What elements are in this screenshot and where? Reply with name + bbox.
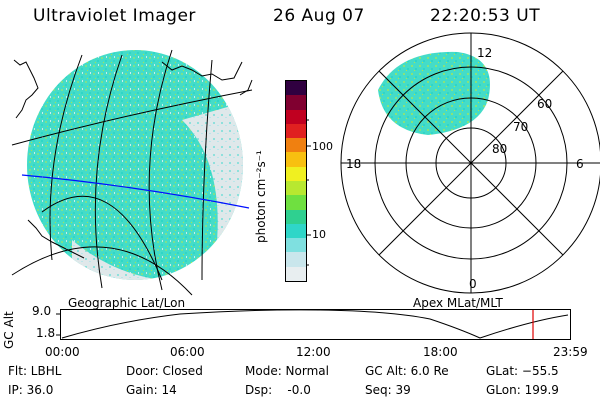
time-tick-1200: 12:00 <box>296 345 331 359</box>
colorbar-segment <box>286 238 306 253</box>
colorbar-segment <box>286 109 306 124</box>
mlat-label-80: 80 <box>492 142 508 156</box>
mlt-label-18: 18 <box>346 157 362 171</box>
gain-field: Gain: 14 <box>126 383 177 397</box>
colorbar-segment <box>286 81 306 96</box>
colorbar-segment <box>286 223 306 239</box>
time-label: 22:20:53 UT <box>430 6 541 26</box>
ip-field: IP: 36.0 <box>8 383 54 397</box>
colorbar-segment <box>286 266 306 281</box>
mlat-label-70: 70 <box>513 120 529 134</box>
colorbar-segment <box>286 195 306 210</box>
colorbar-segment <box>286 152 306 167</box>
mlt-label-0: 0 <box>469 277 477 291</box>
colorbar-segment <box>286 123 306 139</box>
date-label: 26 Aug 07 <box>273 6 365 26</box>
glon-field: GLon: 199.9 <box>486 383 559 397</box>
geographic-map <box>11 49 253 296</box>
polar-grid <box>340 32 600 294</box>
polar-map <box>340 32 600 294</box>
colorbar-segment <box>286 138 306 153</box>
geo-caption: Geographic Lat/Lon <box>68 296 186 310</box>
auroral-image-polar <box>378 51 490 135</box>
colorbar-segment <box>286 181 306 196</box>
mlt-label-12: 12 <box>477 46 493 60</box>
lat-lon-grid <box>11 49 253 296</box>
time-tick-0000: 00:00 <box>45 345 80 359</box>
dsp-field: Dsp: -0.0 <box>245 383 311 397</box>
colorbar <box>285 80 307 282</box>
time-tick-2359: 23:59 <box>553 345 588 359</box>
polar-caption: Apex MLat/MLT <box>413 296 503 310</box>
instrument-title: Ultraviolet Imager <box>33 6 196 26</box>
colorbar-axis <box>306 119 311 266</box>
altitude-curve <box>61 309 569 339</box>
colorbar-tick-100: 100 <box>312 140 333 153</box>
altitude-plot <box>56 309 571 340</box>
terminator-line <box>21 174 250 209</box>
alt-ylabel: GC Alt <box>2 311 16 349</box>
time-tick-0600: 06:00 <box>170 345 205 359</box>
flt-field: Flt: LBHL <box>8 364 62 378</box>
door-field: Door: Closed <box>126 364 203 378</box>
colorbar-segment <box>286 95 306 110</box>
mlt-label-6: 6 <box>576 157 584 171</box>
coastline-outline <box>13 59 253 259</box>
mlat-label-60: 60 <box>537 97 553 111</box>
colorbar-tick-10: 10 <box>312 228 326 241</box>
auroral-image-geo <box>27 50 243 280</box>
glat-field: GLat: −55.5 <box>486 364 559 378</box>
gc-alt-field: GC Alt: 6.0 Re <box>365 364 449 378</box>
colorbar-segment <box>286 166 306 182</box>
colorbar-unit: photon cm⁻²s⁻¹ <box>254 150 268 243</box>
alt-tick-high: 9.0 <box>32 304 52 318</box>
alt-tick-low: 1.8 <box>36 326 56 340</box>
colorbar-segment <box>286 209 306 224</box>
colorbar-segment <box>286 252 306 267</box>
mode-field: Mode: Normal <box>245 364 329 378</box>
time-tick-1800: 18:00 <box>423 345 458 359</box>
seq-field: Seq: 39 <box>365 383 411 397</box>
